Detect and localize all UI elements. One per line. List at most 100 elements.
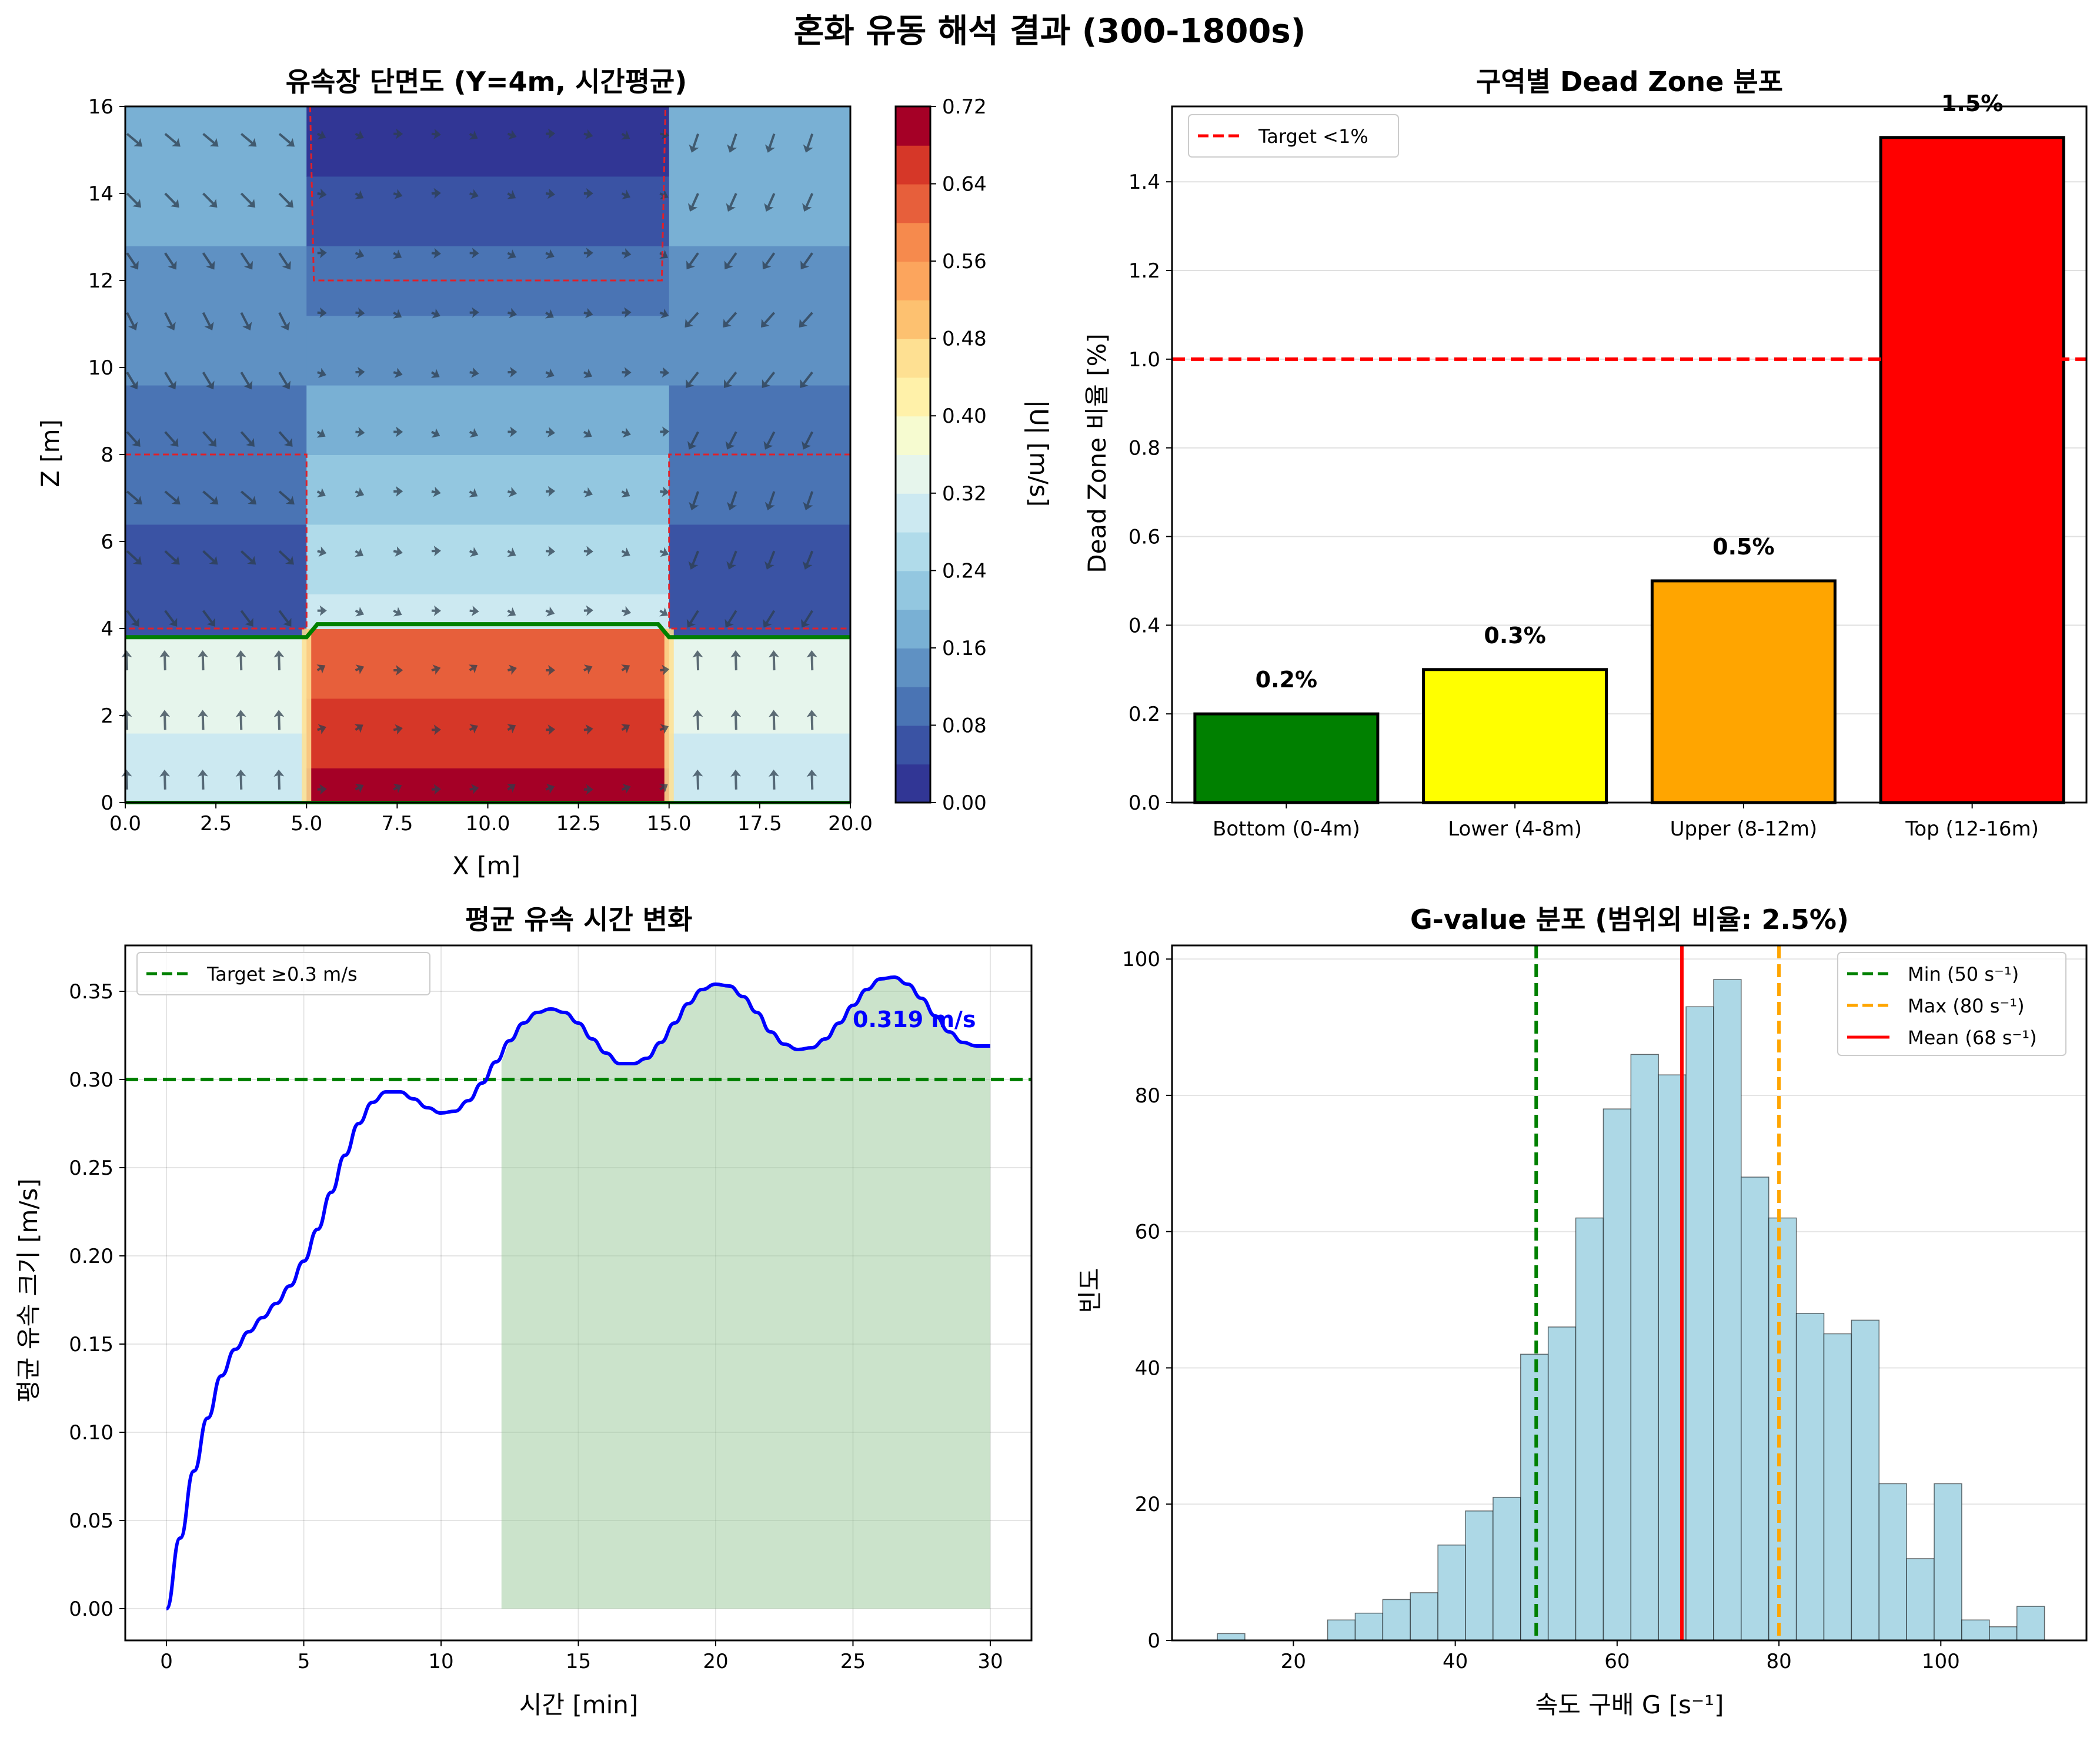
arrow-shape: [164, 133, 181, 147]
arrow-shape: [730, 650, 742, 671]
velocity-arrow: [760, 312, 776, 328]
arrow-shape: [622, 606, 632, 617]
arrow-shape: [273, 650, 285, 671]
arrow-shape: [724, 252, 737, 270]
velocity-arrow: [164, 490, 181, 505]
velocity-arrow: [355, 130, 364, 140]
arrow-shape: [278, 133, 295, 147]
velocity-arrow: [316, 487, 326, 497]
mean-velocity-title: 평균 유속 시간 변화: [465, 904, 693, 935]
contour-band: [306, 524, 670, 594]
velocity-arrow: [393, 546, 403, 557]
bar-value-label: 0.2%: [1256, 667, 1317, 693]
velocity-arrow: [431, 724, 441, 736]
arrow-shape: [317, 307, 327, 318]
velocity-arrow: [197, 650, 208, 671]
velocity-arrow: [800, 252, 813, 270]
velocity-arrow: [545, 249, 555, 259]
histogram-bar: [2016, 1606, 2045, 1641]
velocity-arrow: [768, 710, 779, 730]
velocity-arrow: [621, 131, 630, 140]
arrow-shape: [202, 431, 217, 447]
velocity-arrow: [202, 550, 218, 565]
arrow-shape: [469, 606, 479, 616]
y-tick-label: 0: [1147, 1629, 1160, 1653]
arrow-shape: [235, 710, 246, 730]
arrow-shape: [355, 547, 364, 557]
arrow-shape: [730, 710, 742, 730]
velocity-arrow: [583, 605, 593, 616]
arrow-shape: [126, 372, 139, 390]
velocity-arrow: [431, 248, 441, 259]
x-tick-label: 80: [1766, 1650, 1791, 1673]
arrow-shape: [507, 487, 517, 497]
histogram-bar: [1465, 1510, 1494, 1641]
velocity-arrow: [723, 312, 737, 328]
velocity-arrow: [240, 372, 253, 390]
arrow-shape: [583, 487, 593, 497]
g-value-xlabel: 속도 구배 G [s⁻¹]: [1535, 1690, 1724, 1719]
velocity-arrow: [202, 490, 219, 505]
arrow-shape: [469, 547, 479, 557]
colorbar-level: [896, 377, 930, 417]
arrow-shape: [355, 366, 365, 377]
velocity-arrow: [622, 248, 632, 259]
y-tick-label: 0.6: [1129, 526, 1160, 549]
arrow-shape: [802, 431, 814, 450]
arrow-shape: [393, 665, 403, 676]
arrow-shape: [768, 650, 779, 671]
arrow-shape: [508, 367, 518, 378]
arrow-shape: [507, 724, 516, 734]
velocity-arrow: [692, 769, 703, 790]
velocity-arrow: [240, 431, 255, 447]
velocity-arrow: [240, 252, 253, 270]
y-tick-label: 0.8: [1129, 437, 1160, 460]
velocity-arrows: [121, 128, 817, 795]
arrow-shape: [545, 309, 554, 319]
velocity-arrow: [583, 428, 592, 438]
velocity-arrow: [622, 606, 632, 617]
colorbar-level: [896, 106, 930, 146]
velocity-arrow: [764, 133, 776, 153]
arrow-shape: [354, 724, 363, 733]
velocity-arrow: [317, 605, 327, 616]
arrow-shape: [202, 312, 214, 331]
arrow-shape: [431, 664, 441, 675]
arrow-shape: [278, 610, 292, 627]
y-tick-label: 0.10: [69, 1421, 113, 1445]
dead-zone-legend: Target <1%: [1188, 114, 1399, 158]
arrow-shape: [621, 488, 630, 497]
histogram-bar: [1795, 1313, 1825, 1641]
velocity-arrow: [431, 664, 441, 675]
arrow-shape: [806, 710, 817, 730]
velocity-arrow: [806, 769, 817, 790]
velocity-arrow: [393, 249, 402, 259]
velocity-arrow: [686, 371, 699, 388]
arrow-shape: [768, 710, 779, 730]
velocity-arrow: [622, 307, 632, 318]
arrow-shape: [202, 372, 215, 390]
velocity-arrow: [659, 607, 668, 617]
x-tick-label: 7.5: [381, 812, 413, 835]
velocity-arrow: [235, 650, 246, 671]
arrow-shape: [393, 783, 402, 793]
arrow-shape: [726, 550, 737, 570]
contour-band: [125, 733, 308, 803]
velocity-arrow: [393, 665, 403, 676]
arrow-shape: [723, 371, 737, 388]
arrow-shape: [235, 650, 246, 671]
velocity-arrow: [622, 367, 632, 378]
velocity-arrow: [507, 487, 517, 497]
arrow-shape: [431, 428, 440, 438]
arrow-shape: [197, 650, 208, 671]
velocity-arrow: [197, 710, 208, 730]
arrow-shape: [164, 372, 176, 390]
arrow-shape: [431, 129, 441, 139]
velocity-arrow: [202, 192, 218, 208]
arrow-shape: [164, 252, 177, 270]
dead-zone-panel: 0.2% 0.3% 0.5% 1.5% 0.0 0.2 0.4 0.6 0.8 1.0 1.2 1.…: [1083, 66, 2088, 841]
velocity-arrow: [469, 248, 479, 259]
velocity-arrow: [469, 307, 479, 318]
arrow-shape: [469, 784, 479, 794]
